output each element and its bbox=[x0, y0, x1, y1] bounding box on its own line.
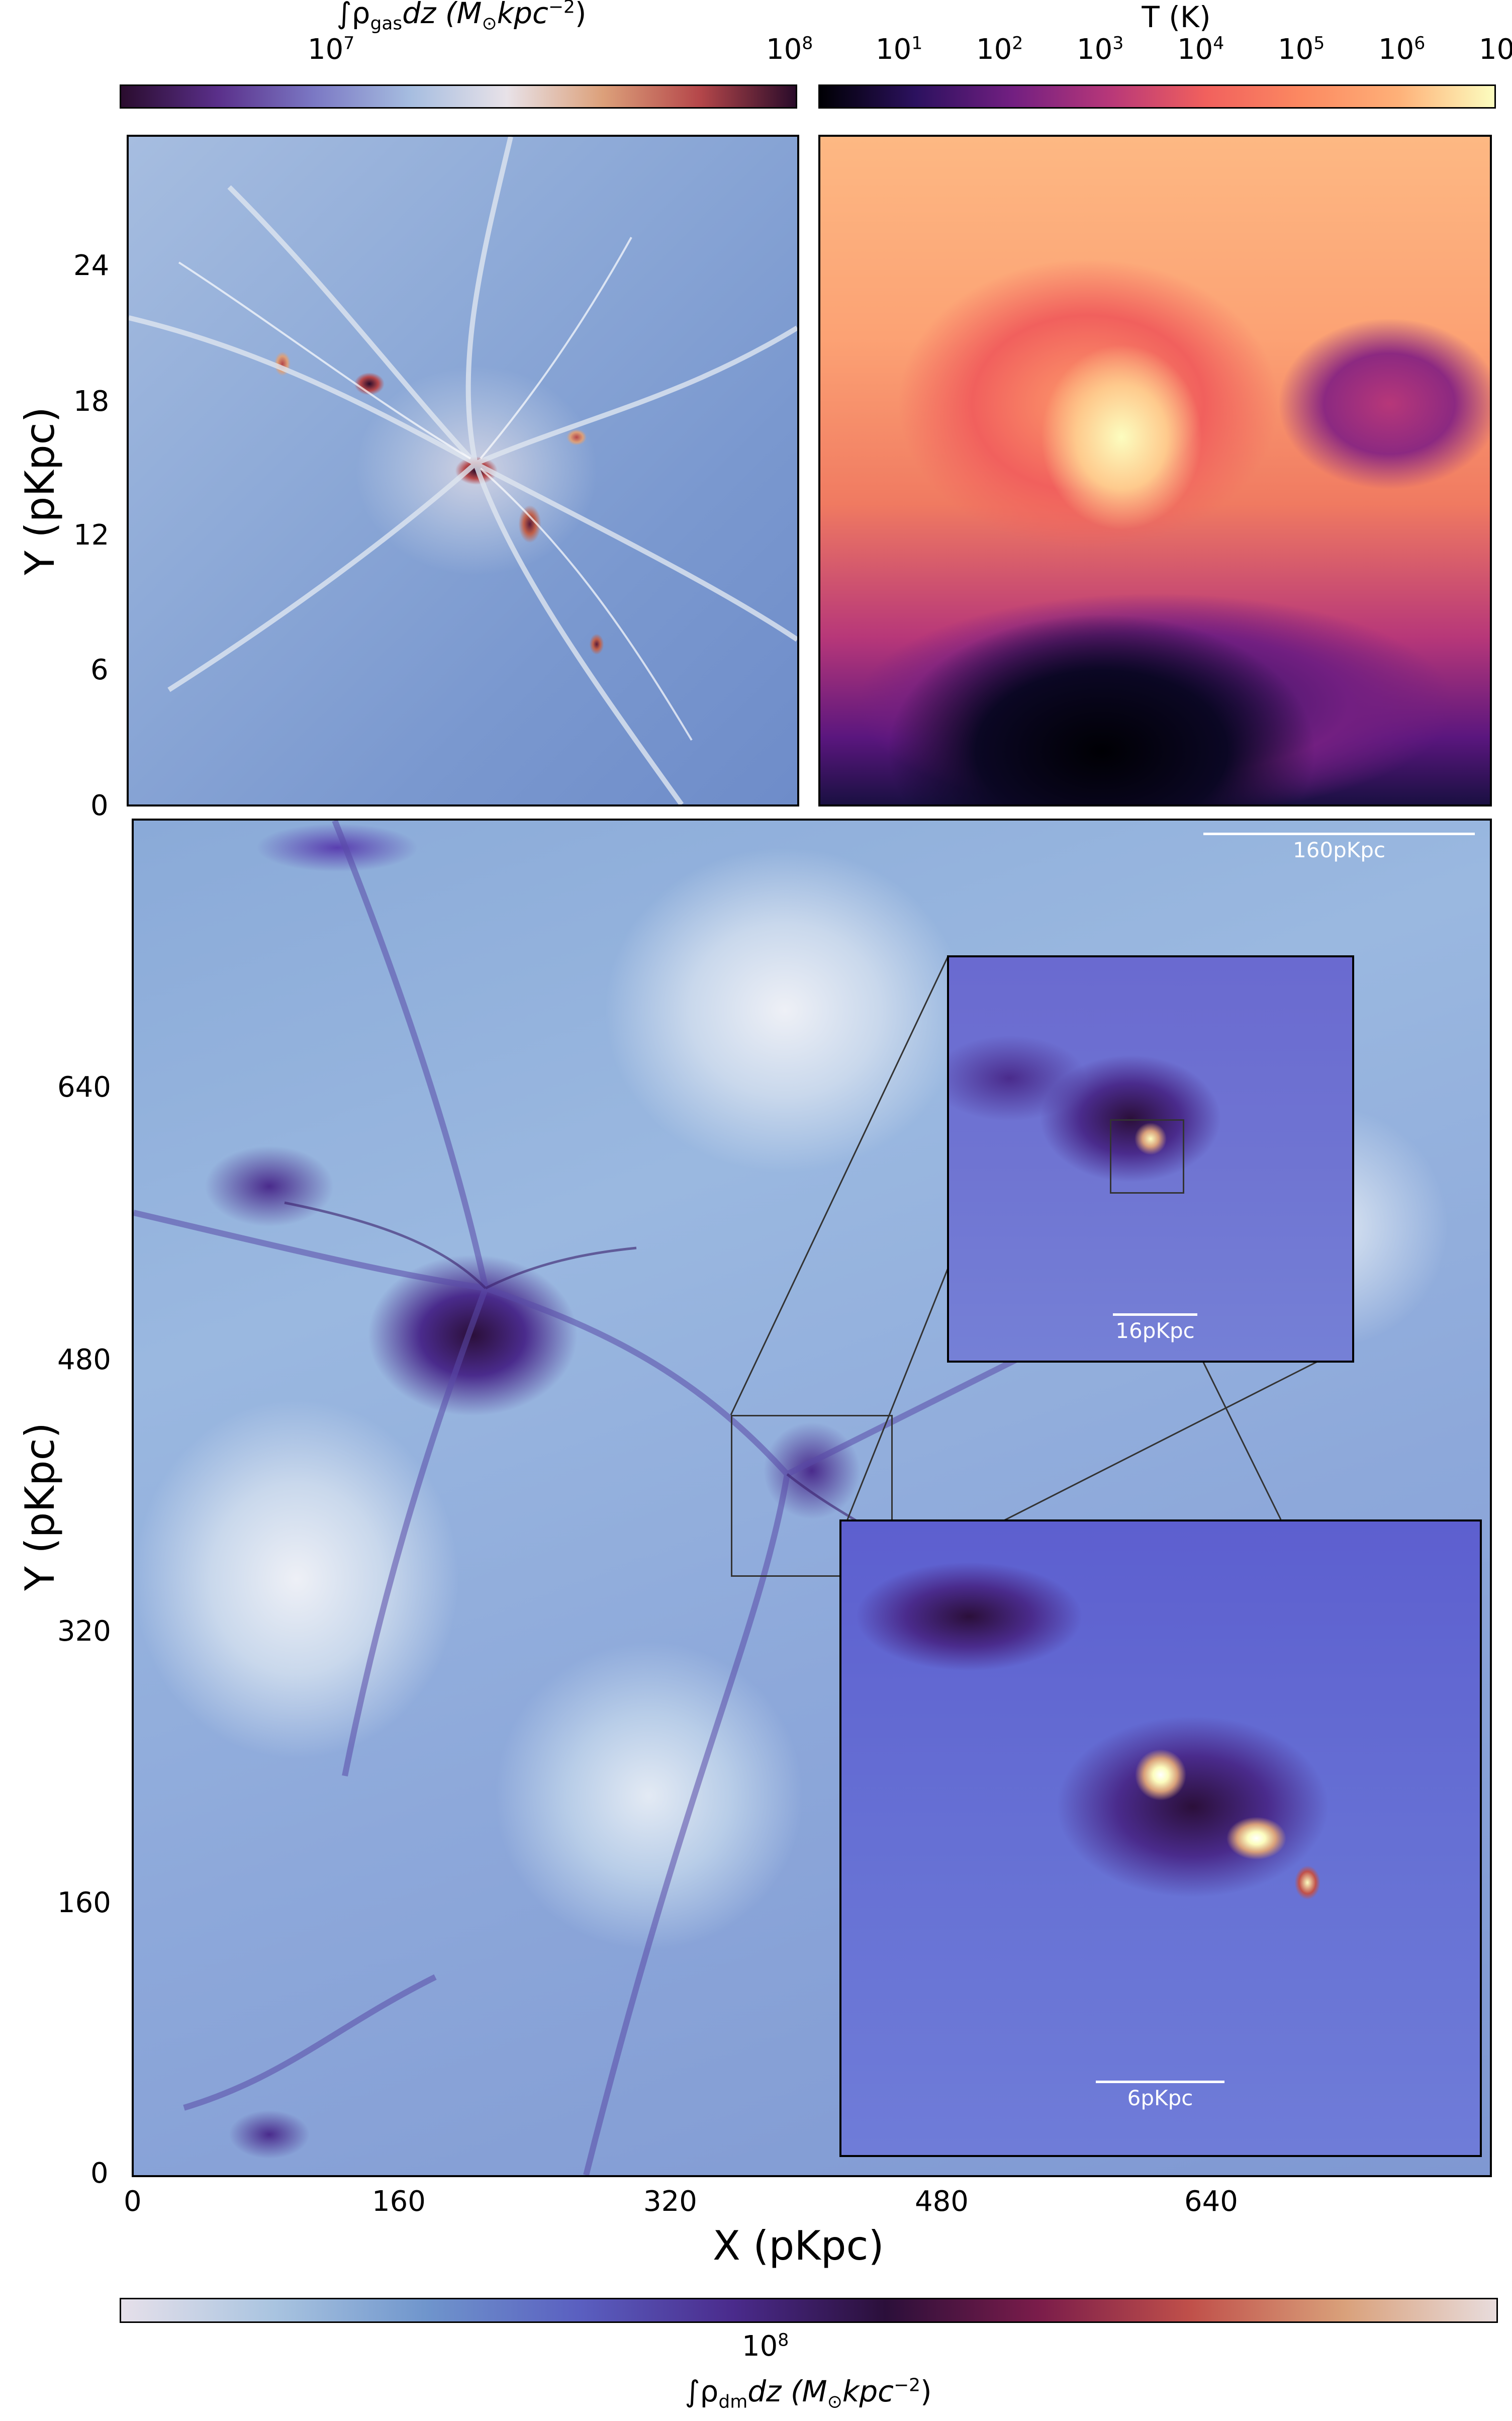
temperature-tick-exponent: 3 bbox=[1112, 33, 1124, 54]
temperature-tick-base: 10 bbox=[1177, 33, 1213, 66]
temperature-tick-exponent: 2 bbox=[1012, 33, 1023, 54]
temperature-tick-exponent: 4 bbox=[1213, 33, 1224, 54]
main-scale-bar-line bbox=[1203, 833, 1475, 835]
temperature-colorbar-tick: 104 bbox=[1177, 33, 1224, 66]
temperature-map bbox=[818, 135, 1492, 806]
dm-colorbar-tick-1e8: 108 bbox=[742, 2330, 789, 2363]
main-y-tick: 640 bbox=[57, 1071, 111, 1104]
temperature-colorbar-label: T (K) bbox=[1142, 0, 1211, 34]
top-left-y-tick: 0 bbox=[90, 789, 109, 822]
main-x-tick: 0 bbox=[124, 2185, 142, 2218]
zoom-inset-detail: 6pKpc bbox=[839, 1519, 1482, 2157]
temperature-tick-exponent: 5 bbox=[1313, 33, 1325, 54]
gas-colorbar-tick-1e7: 107 bbox=[308, 33, 355, 66]
main-x-tick: 480 bbox=[915, 2185, 969, 2218]
top-left-y-tick: 18 bbox=[73, 385, 110, 418]
temperature-tick-base: 10 bbox=[1077, 33, 1113, 66]
temperature-colorbar-tick: 107 bbox=[1479, 33, 1512, 66]
main-y-tick: 480 bbox=[57, 1343, 111, 1376]
gas-density-colorbar bbox=[120, 84, 797, 109]
temperature-colorbar-tick: 106 bbox=[1378, 33, 1425, 66]
top-left-y-axis-title: Y (pKpc) bbox=[16, 407, 63, 575]
main-y-tick: 0 bbox=[90, 2157, 109, 2190]
temperature-colorbar-tick: 105 bbox=[1278, 33, 1325, 66]
main-x-tick: 640 bbox=[1184, 2185, 1238, 2218]
gas-density-map bbox=[127, 135, 799, 806]
gas-colorbar-label: ∫ρgasdz (M⊙kpc−2) bbox=[336, 0, 587, 34]
main-x-tick: 160 bbox=[372, 2185, 426, 2218]
dm-colorbar-label: ∫ρdmdz (M⊙kpc−2) bbox=[685, 2374, 932, 2412]
temperature-tick-base: 10 bbox=[876, 33, 912, 66]
temperature-tick-base: 10 bbox=[976, 33, 1012, 66]
main-y-tick: 320 bbox=[57, 1615, 111, 1648]
inset-medium-scale-bar-line bbox=[1113, 1313, 1197, 1316]
inset-detail-scale-bar-label: 6pKpc bbox=[1127, 2086, 1193, 2110]
temperature-colorbar-tick: 101 bbox=[876, 33, 922, 66]
main-scale-bar-label: 160pKpc bbox=[1292, 838, 1386, 862]
main-x-tick: 320 bbox=[643, 2185, 697, 2218]
top-left-y-tick: 6 bbox=[90, 654, 109, 686]
zoom-inset-medium: 16pKpc bbox=[947, 955, 1354, 1363]
temperature-tick-exponent: 1 bbox=[911, 33, 923, 54]
gas-filaments bbox=[129, 137, 797, 804]
main-x-axis-title: X (pKpc) bbox=[713, 2222, 884, 2269]
dark-matter-density-map: 160pKpc 16pKpc 6pKpc bbox=[132, 819, 1492, 2177]
temperature-colorbar-tick: 102 bbox=[976, 33, 1023, 66]
inset-zoom-box bbox=[1110, 1119, 1184, 1194]
top-left-y-tick: 24 bbox=[73, 249, 110, 282]
temperature-tick-base: 10 bbox=[1278, 33, 1314, 66]
top-left-y-tick: 12 bbox=[73, 519, 110, 552]
temperature-tick-exponent: 6 bbox=[1414, 33, 1426, 54]
main-y-tick: 160 bbox=[57, 1887, 111, 1919]
inset-detail-scale-bar-line bbox=[1096, 2081, 1224, 2083]
temperature-tick-base: 10 bbox=[1378, 33, 1414, 66]
temperature-tick-base: 10 bbox=[1479, 33, 1512, 66]
main-y-axis-title: Y (pKpc) bbox=[16, 1422, 63, 1591]
inset-medium-scale-bar-label: 16pKpc bbox=[1115, 1318, 1195, 1343]
temperature-colorbar bbox=[818, 84, 1496, 109]
gas-colorbar-tick-1e8: 108 bbox=[766, 33, 813, 66]
temperature-colorbar-tick: 103 bbox=[1077, 33, 1123, 66]
dm-density-colorbar bbox=[120, 2298, 1498, 2323]
